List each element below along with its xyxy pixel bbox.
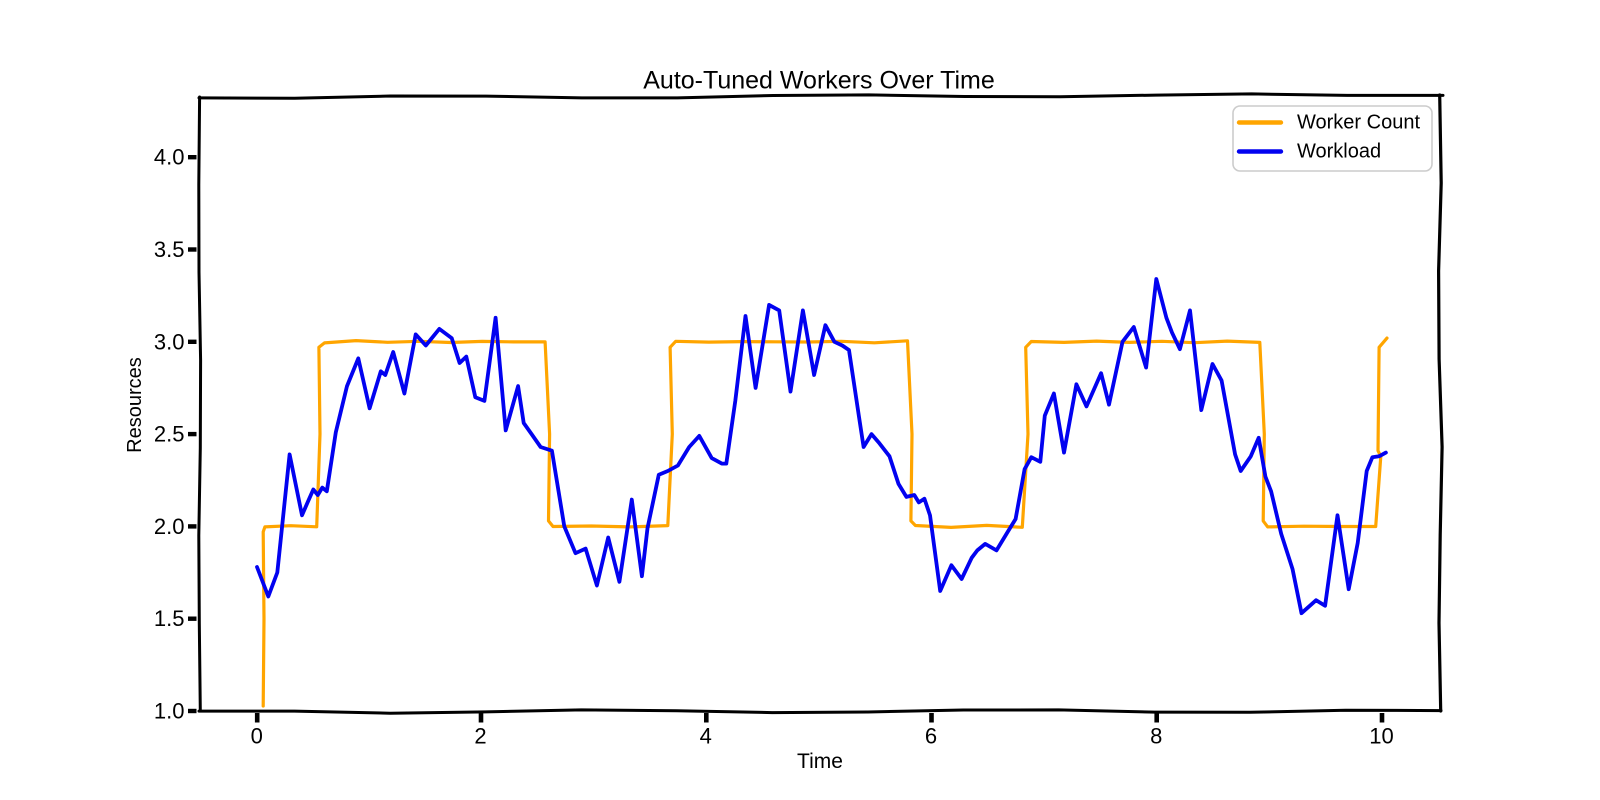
svg-text:Resources: Resources [124,357,146,453]
svg-text:3.5: 3.5 [154,237,185,262]
svg-text:4: 4 [700,724,712,749]
svg-text:0: 0 [251,724,263,749]
svg-text:2: 2 [474,724,486,749]
svg-text:Worker Count: Worker Count [1297,112,1420,134]
svg-text:4.0: 4.0 [154,145,185,170]
svg-text:2.5: 2.5 [154,422,185,447]
svg-text:Time: Time [797,750,843,773]
svg-text:1.5: 1.5 [154,606,185,631]
svg-text:Workload: Workload [1297,141,1381,163]
svg-text:Auto-Tuned Workers Over Time: Auto-Tuned Workers Over Time [643,67,995,95]
svg-text:2.0: 2.0 [154,514,185,539]
svg-text:8: 8 [1150,724,1162,749]
svg-text:10: 10 [1369,724,1393,749]
svg-text:3.0: 3.0 [154,329,185,354]
svg-text:1.0: 1.0 [154,699,185,724]
svg-text:6: 6 [925,724,937,749]
